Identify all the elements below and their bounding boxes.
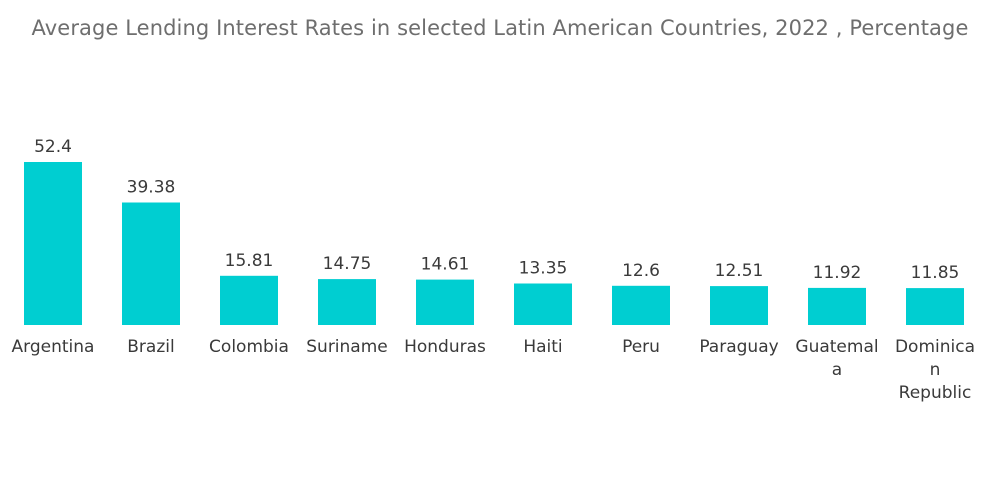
category-label-8-line-1: a [832,360,842,380]
category-label-8-line-0: Guatemal [795,337,878,357]
bar-5 [514,283,572,325]
category-label-0: Argentina [12,337,95,357]
value-label-1: 39.38 [127,178,176,198]
bar-0 [24,162,82,325]
value-label-4: 14.61 [421,255,470,275]
category-label-4: Honduras [404,337,486,357]
value-label-7: 12.51 [715,261,764,281]
value-label-3: 14.75 [323,254,372,274]
value-label-9: 11.85 [911,263,960,283]
chart-title: Average Lending Interest Rates in select… [31,16,969,40]
category-label-9-line-2: Republic [899,383,972,403]
bar-7 [710,286,768,325]
bar-2 [220,275,278,325]
value-label-8: 11.92 [813,263,862,283]
bar-4 [416,279,474,325]
category-label-2: Colombia [209,337,289,357]
bar-8 [808,287,866,325]
category-label-6: Peru [622,337,660,357]
value-label-6: 12.6 [622,261,660,281]
bar-9 [906,288,964,325]
bar-1 [122,202,180,325]
category-label-3: Suriname [306,337,388,357]
value-label-0: 52.4 [34,137,72,157]
value-label-2: 15.81 [225,251,274,271]
bar-6 [612,285,670,325]
category-label-7: Paraguay [699,337,778,357]
category-label-9-line-0: Dominica [895,337,975,357]
category-label-9-line-1: n [930,360,941,380]
category-label-1: Brazil [127,337,174,357]
value-label-5: 13.35 [519,259,568,279]
category-label-5: Haiti [523,337,562,357]
bar-3 [318,279,376,325]
